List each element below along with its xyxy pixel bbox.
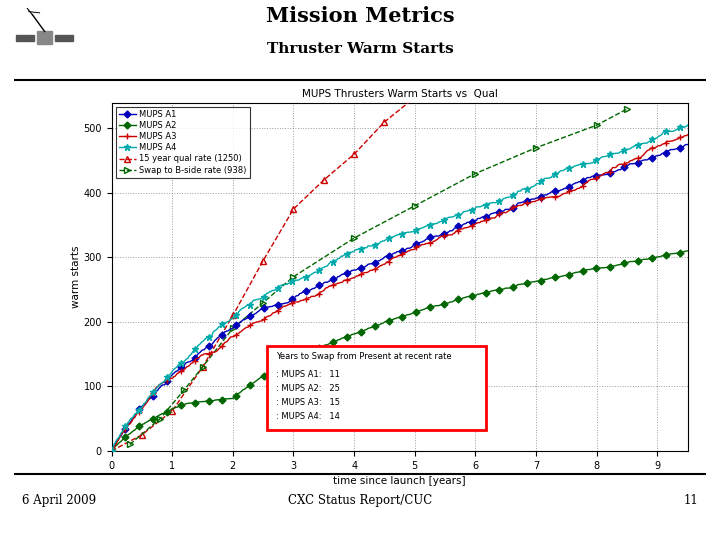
Text: 6 April 2009: 6 April 2009 (22, 495, 96, 508)
Swap to B-side rate (938) (228, 325, 237, 332)
MUPS A2 (450, 298, 459, 304)
X-axis label: time since launch [years]: time since launch [years] (333, 476, 466, 486)
Text: : MUPS A4:   14: : MUPS A4: 14 (276, 413, 340, 421)
MUPS A4 (580, 160, 588, 167)
MUPS A2 (419, 306, 428, 313)
15 year qual rate (1250) (228, 312, 237, 319)
Swap to B-side rate (938) (125, 441, 134, 448)
Swap to B-side rate (938) (471, 170, 480, 177)
MUPS A1 (670, 146, 678, 153)
Bar (37, 31, 52, 44)
Text: : MUPS A3:   15: : MUPS A3: 15 (276, 398, 340, 407)
MUPS A2 (107, 448, 116, 454)
15 year qual rate (1250) (320, 177, 328, 183)
15 year qual rate (1250) (380, 119, 389, 125)
MUPS A4 (107, 448, 116, 454)
Swap to B-side rate (938) (531, 145, 540, 151)
Swap to B-side rate (938) (623, 106, 631, 112)
MUPS A2 (670, 251, 678, 257)
MUPS A2 (381, 319, 390, 325)
15 year qual rate (1250) (198, 364, 207, 370)
MUPS A2 (683, 248, 692, 254)
Bar (267, 347, 486, 430)
MUPS A1 (580, 177, 588, 183)
Line: MUPS A4: MUPS A4 (109, 122, 690, 454)
Swap to B-side rate (938) (593, 122, 601, 129)
MUPS A3 (107, 448, 116, 454)
Text: : MUPS A1:   11: : MUPS A1: 11 (276, 370, 340, 379)
15 year qual rate (1250) (350, 151, 359, 158)
Text: : MUPS A2:   25: : MUPS A2: 25 (276, 384, 340, 393)
15 year qual rate (1250) (410, 94, 419, 100)
MUPS A2 (580, 267, 588, 274)
Line: MUPS A1: MUPS A1 (109, 142, 690, 454)
MUPS A1 (682, 141, 690, 148)
MUPS A3 (450, 230, 459, 237)
15 year qual rate (1250) (138, 431, 146, 438)
Text: Thruster Warm Starts: Thruster Warm Starts (266, 42, 454, 56)
Line: Swap to B-side rate (938): Swap to B-side rate (938) (126, 106, 631, 448)
MUPS A3 (670, 137, 678, 144)
15 year qual rate (1250) (168, 408, 176, 414)
15 year qual rate (1250) (259, 258, 268, 264)
MUPS A4 (683, 122, 692, 129)
Legend: MUPS A1, MUPS A2, MUPS A3, MUPS A4, 15 year qual rate (1250), Swap to B-side rat: MUPS A1, MUPS A2, MUPS A3, MUPS A4, 15 y… (116, 107, 250, 178)
MUPS A3 (381, 261, 390, 267)
Swap to B-side rate (938) (289, 273, 298, 280)
Title: MUPS Thrusters Warm Starts vs  Qual: MUPS Thrusters Warm Starts vs Qual (302, 89, 498, 99)
Swap to B-side rate (938) (156, 415, 164, 422)
MUPS A4 (381, 237, 390, 244)
15 year qual rate (1250) (289, 206, 298, 212)
MUPS A4 (419, 225, 428, 231)
Text: 11: 11 (684, 495, 698, 508)
MUPS A3 (384, 259, 393, 265)
Swap to B-side rate (938) (259, 299, 268, 306)
MUPS A3 (683, 132, 692, 138)
Line: MUPS A2: MUPS A2 (109, 248, 690, 454)
Swap to B-side rate (938) (350, 235, 359, 241)
MUPS A1 (683, 141, 692, 148)
Swap to B-side rate (938) (410, 202, 419, 209)
MUPS A1 (107, 448, 116, 454)
MUPS A3 (419, 241, 428, 248)
Bar (55, 35, 73, 41)
MUPS A1 (419, 238, 428, 245)
Line: MUPS A3: MUPS A3 (109, 132, 690, 454)
MUPS A2 (682, 248, 690, 254)
MUPS A3 (580, 181, 588, 188)
MUPS A4 (670, 128, 678, 134)
Text: Mission Metrics: Mission Metrics (266, 5, 454, 26)
15 year qual rate (1250) (107, 448, 116, 454)
Swap to B-side rate (938) (198, 364, 207, 370)
Line: 15 year qual rate (1250): 15 year qual rate (1250) (108, 94, 418, 454)
Bar (16, 35, 34, 41)
Text: CXC Status Report/CUC: CXC Status Report/CUC (288, 495, 432, 508)
MUPS A4 (450, 213, 459, 219)
Y-axis label: warm starts: warm starts (71, 246, 81, 308)
MUPS A1 (384, 252, 393, 259)
Swap to B-side rate (938) (180, 387, 189, 393)
MUPS A1 (450, 225, 459, 232)
MUPS A4 (384, 235, 393, 241)
MUPS A1 (381, 253, 390, 260)
MUPS A2 (384, 318, 393, 324)
Text: Years to Swap from Present at recent rate: Years to Swap from Present at recent rat… (276, 352, 451, 361)
